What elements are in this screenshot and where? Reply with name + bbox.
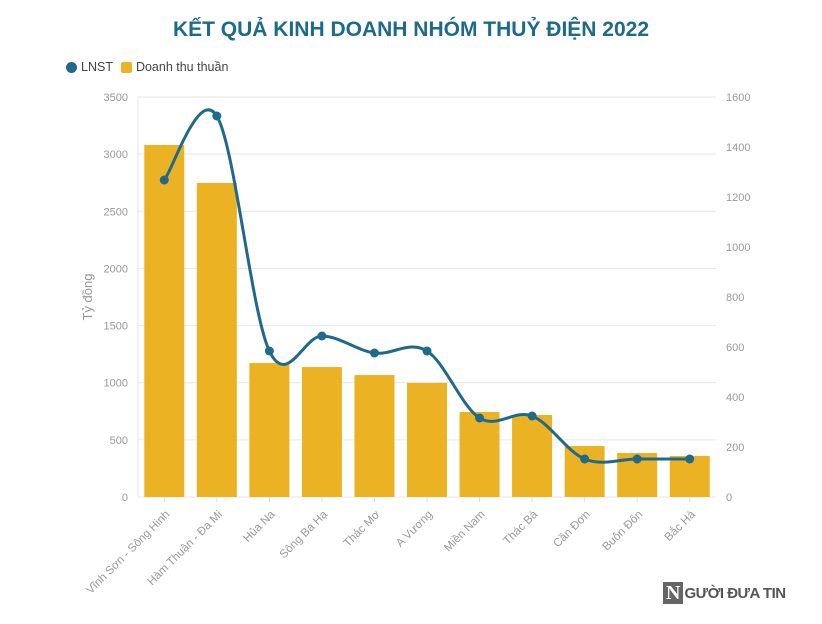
logo-letter: N (663, 582, 684, 604)
bar (196, 182, 237, 497)
lnst-point (685, 454, 695, 464)
lnst-point (580, 454, 590, 464)
y2-tick-label: 1200 (726, 192, 750, 204)
y-tick-label: 2500 (104, 206, 128, 218)
lnst-point (527, 411, 537, 421)
y-tick-label: 2000 (104, 263, 128, 275)
y2-tick-label: 1600 (726, 92, 750, 104)
lnst-point (212, 111, 222, 121)
y2-tick-label: 600 (726, 342, 744, 354)
y2-tick-label: 400 (726, 392, 744, 404)
y2-tick-label: 1000 (726, 242, 750, 254)
lnst-point (369, 348, 379, 358)
y2-tick-label: 200 (726, 442, 744, 454)
y2-tick-label: 1400 (726, 142, 750, 154)
legend-item-revenue[interactable]: Doanh thu thuần (120, 60, 229, 74)
x-tick-label: Buôn Đôn (601, 509, 646, 554)
y-tick-label: 500 (110, 435, 128, 447)
x-tick-label: A Vương (394, 509, 435, 550)
lnst-point (632, 454, 642, 464)
legend-label-revenue: Doanh thu thuần (135, 60, 229, 74)
bar (144, 145, 185, 497)
y-tick-label: 1000 (104, 378, 128, 390)
x-tick-label: Miền Nam (442, 509, 488, 555)
logo-text: GƯỜI ĐƯA TIN (684, 584, 786, 602)
legend-item-lnst[interactable]: LNST (66, 60, 113, 74)
y2-tick-label: 800 (726, 292, 744, 304)
x-tick-label: Hủa Na (241, 508, 277, 544)
bar (407, 382, 447, 497)
y-axis-title: Tỷ đồng (80, 274, 95, 321)
y2-tick-label: 0 (726, 492, 732, 504)
x-tick-label: Sông Ba Hạ (278, 508, 331, 561)
y-tick-label: 3500 (104, 92, 128, 104)
lnst-point (475, 413, 485, 423)
chart-title: KẾT QUẢ KINH DOANH NHÓM THUỶ ĐIỆN 2022 (172, 18, 650, 41)
watermark-logo: N GƯỜI ĐƯA TIN (663, 582, 786, 604)
bar (354, 375, 395, 497)
legend-swatch-revenue (120, 61, 132, 73)
bar (301, 367, 342, 497)
bar (564, 446, 605, 497)
lnst-point (422, 346, 432, 356)
bar (249, 363, 290, 497)
y-tick-label: 1500 (104, 321, 128, 333)
x-tick-label: Bắc Hà (662, 508, 698, 544)
lnst-point (264, 346, 274, 356)
x-tick-label: Cần Đơn (551, 509, 592, 550)
y-tick-label: 3000 (104, 149, 128, 161)
lnst-point (159, 175, 169, 185)
x-tick-label: Thác Mơ (342, 508, 383, 549)
legend: LNST Doanh thu thuần (66, 60, 228, 74)
lnst-point (317, 331, 327, 341)
bar (459, 411, 500, 497)
legend-label-lnst: LNST (81, 60, 113, 74)
x-tick-label: Vĩnh Sơn - Sông Hinh (84, 509, 172, 597)
legend-swatch-lnst (66, 61, 77, 73)
bar (512, 414, 553, 497)
y-tick-label: 0 (122, 492, 128, 504)
x-tick-label: Thác Bà (501, 508, 540, 547)
